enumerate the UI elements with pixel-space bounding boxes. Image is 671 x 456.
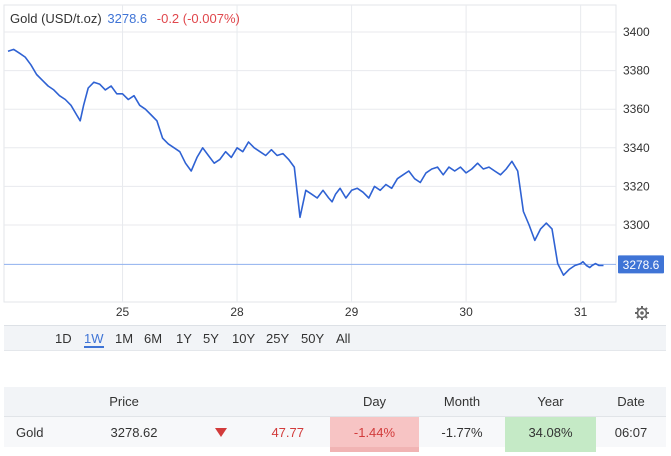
y-tick-label-3320: 3320 — [623, 179, 650, 193]
quote-table: Price Day Month Year Date Gold 3278.62 4… — [4, 387, 666, 453]
header-month: Month — [443, 394, 481, 409]
range-6m-button[interactable]: 6M — [144, 331, 163, 346]
x-tick-label-28: 28 — [230, 305, 244, 319]
range-selector: 1D 1W 1M 6M 1Y 5Y 10Y 25Y 50Y All — [4, 325, 666, 351]
row-price: 3278.62 — [110, 424, 158, 440]
price-chart: 3300 3320 3340 3360 3380 3400 25 28 29 30 31 3278… — [3, 4, 664, 320]
range-25y-button[interactable]: 25Y — [266, 331, 290, 346]
settings-icon[interactable] — [635, 306, 649, 320]
y-tick-label-3300: 3300 — [623, 218, 650, 232]
range-50y-button[interactable]: 50Y — [301, 331, 325, 346]
x-tick-label-25: 25 — [116, 305, 130, 319]
range-1d-button[interactable]: 1D — [55, 331, 72, 346]
price-line-group — [7, 48, 604, 276]
header-year: Year — [537, 394, 564, 409]
next-row-day-indicator — [330, 447, 419, 452]
row-day: -1.44% — [330, 417, 419, 447]
last-value-badge — [618, 255, 664, 274]
table-row[interactable]: Gold 3278.62 47.77 -1.44% -1.77% 34.08% … — [4, 416, 666, 447]
price-line — [7, 48, 604, 276]
header-date: Date — [617, 394, 645, 409]
row-year: 34.08% — [505, 417, 596, 447]
y-axis: 3300 3320 3340 3360 3380 3400 — [623, 25, 650, 232]
y-tick-label-3360: 3360 — [623, 102, 650, 116]
chart-grid — [3, 4, 617, 303]
header-price: Price — [109, 394, 139, 409]
range-10y-button[interactable]: 10Y — [232, 331, 256, 346]
range-1w-button[interactable]: 1W — [84, 331, 104, 348]
current-price: 3278.6 — [107, 11, 148, 26]
row-month: -1.77% — [441, 424, 483, 440]
x-tick-label-30: 30 — [459, 305, 473, 319]
y-tick-label-3400: 3400 — [623, 25, 650, 39]
row-change: 47.77 — [271, 424, 304, 440]
last-value-group: 3278.6 — [618, 255, 664, 274]
down-arrow-icon — [209, 417, 233, 447]
table-header-row: Price Day Month Year Date — [4, 387, 666, 416]
last-value-label: 3278.6 — [623, 258, 660, 272]
next-row-year-indicator — [505, 447, 596, 452]
x-tick-label-29: 29 — [345, 305, 359, 319]
plot-area — [3, 4, 617, 303]
y-tick-label-3380: 3380 — [623, 64, 650, 78]
row-date: 06:07 — [614, 424, 648, 440]
header-day: Day — [362, 394, 387, 409]
y-tick-label-3340: 3340 — [623, 141, 650, 155]
range-all-button[interactable]: All — [336, 331, 351, 346]
x-axis: 25 28 29 30 31 — [116, 305, 588, 319]
chart-title: Gold (USD/t.oz) 3278.6 -0.2 (-0.007%) — [10, 11, 240, 26]
range-5y-button[interactable]: 5Y — [203, 331, 219, 346]
instrument-name: Gold (USD/t.oz) — [10, 11, 102, 26]
price-change: -0.2 (-0.007%) — [156, 11, 240, 26]
x-tick-label-31: 31 — [574, 305, 588, 319]
row-name[interactable]: Gold — [16, 424, 44, 440]
range-1m-button[interactable]: 1M — [115, 331, 134, 346]
range-1y-button[interactable]: 1Y — [176, 331, 192, 346]
